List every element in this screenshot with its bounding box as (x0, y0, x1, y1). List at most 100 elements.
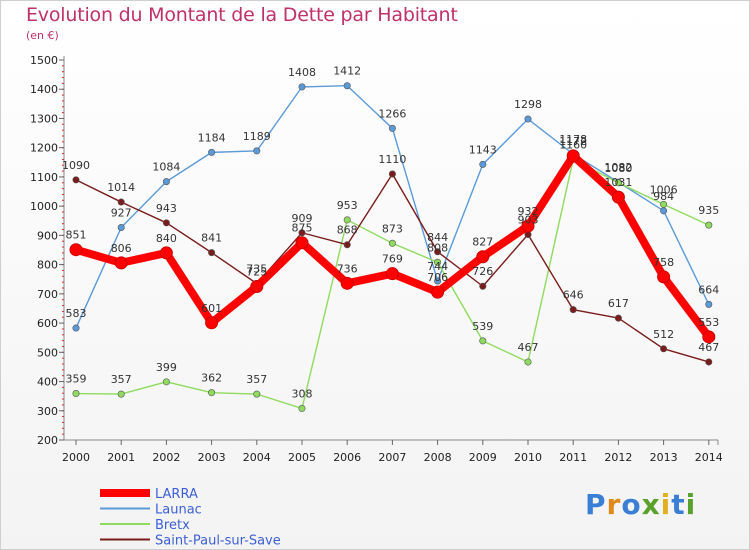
y-tick-label: 1100 (30, 171, 58, 184)
data-label-larra: 601 (201, 302, 222, 315)
data-label-saint-paul-sur-save: 844 (427, 231, 448, 244)
data-point-launac (388, 124, 396, 132)
y-tick-label: 1500 (30, 54, 58, 67)
data-point-larra (295, 236, 309, 250)
data-point-larra (69, 243, 83, 257)
legend-label: Launac (155, 503, 202, 518)
data-label-launac: 744 (427, 260, 448, 273)
data-label-saint-paul-sur-save: 512 (653, 328, 674, 341)
y-tick-label: 300 (37, 405, 58, 418)
data-label-saint-paul-sur-save: 903 (518, 214, 539, 227)
data-point-larra (250, 280, 264, 294)
data-point-launac (343, 82, 351, 90)
data-point-saint-paul-sur-save (117, 198, 125, 206)
data-label-larra: 706 (427, 271, 448, 284)
data-label-saint-paul-sur-save: 735 (246, 263, 267, 276)
x-tick-label: 2010 (514, 451, 542, 464)
y-tick-label: 800 (37, 259, 58, 272)
data-label-bretx: 539 (472, 320, 493, 333)
data-label-launac: 1082 (604, 161, 632, 174)
y-tick-label: 400 (37, 376, 58, 389)
data-label-larra: 1172 (559, 135, 587, 148)
data-label-bretx: 873 (382, 222, 403, 235)
data-label-saint-paul-sur-save: 1014 (107, 181, 135, 194)
data-label-bretx: 359 (66, 373, 87, 386)
data-label-saint-paul-sur-save: 868 (337, 224, 358, 237)
data-label-bretx: 399 (156, 361, 177, 374)
x-tick-label: 2002 (152, 451, 180, 464)
data-label-saint-paul-sur-save: 943 (156, 202, 177, 215)
proxiti-logo: Proxiti (585, 488, 697, 521)
data-point-larra (114, 256, 128, 270)
data-point-larra (566, 149, 580, 163)
y-tick-label: 1300 (30, 112, 58, 125)
data-label-saint-paul-sur-save: 646 (563, 289, 584, 302)
data-point-launac (298, 83, 306, 91)
x-tick-label: 2000 (62, 451, 90, 464)
data-label-larra: 1031 (604, 176, 632, 189)
data-label-launac: 1178 (559, 133, 587, 146)
data-point-saint-paul-sur-save (660, 345, 668, 353)
data-point-saint-paul-sur-save (343, 241, 351, 249)
data-label-saint-paul-sur-save: 617 (608, 297, 629, 310)
data-point-larra (611, 190, 625, 204)
data-label-larra: 932 (518, 205, 539, 218)
data-label-bretx: 467 (518, 341, 539, 354)
data-point-saint-paul-sur-save (208, 249, 216, 257)
data-point-larra (702, 330, 716, 344)
data-label-launac: 1084 (152, 161, 180, 174)
data-point-launac (479, 160, 487, 168)
y-tick-label: 1400 (30, 83, 58, 96)
data-label-larra: 851 (66, 229, 87, 242)
data-point-saint-paul-sur-save (705, 358, 713, 366)
data-point-bretx (614, 179, 622, 187)
data-label-launac: 664 (698, 283, 719, 296)
data-point-bretx (298, 404, 306, 412)
data-point-larra (340, 276, 354, 290)
data-point-bretx (72, 390, 80, 398)
data-label-saint-paul-sur-save: 1090 (62, 159, 90, 172)
data-point-bretx (524, 358, 532, 366)
x-tick-label: 2005 (288, 451, 316, 464)
data-point-launac (117, 223, 125, 231)
data-label-bretx: 1006 (650, 183, 678, 196)
data-point-bretx (343, 216, 351, 224)
data-label-larra: 875 (292, 222, 313, 235)
x-tick-label: 2012 (604, 451, 632, 464)
x-tick-label: 2008 (424, 451, 452, 464)
data-point-launac (72, 324, 80, 332)
y-tick-label: 200 (37, 434, 58, 447)
data-label-bretx: 953 (337, 199, 358, 212)
data-label-larra: 725 (246, 266, 267, 279)
data-label-saint-paul-sur-save: 909 (292, 212, 313, 225)
x-tick-label: 2006 (333, 451, 361, 464)
data-point-larra (385, 267, 399, 281)
data-label-bretx: 808 (427, 241, 448, 254)
data-point-bretx (434, 258, 442, 266)
data-label-larra: 758 (653, 256, 674, 269)
data-point-saint-paul-sur-save (298, 229, 306, 237)
data-point-saint-paul-sur-save (614, 314, 622, 322)
data-point-larra (205, 316, 219, 330)
legend-label: Saint-Paul-sur-Save (155, 534, 281, 549)
chart-subtitle: (en €) (26, 29, 59, 42)
data-label-bretx: 1160 (559, 138, 587, 151)
y-tick-label: 900 (37, 229, 58, 242)
data-label-bretx: 1080 (604, 162, 632, 175)
data-point-launac (253, 147, 261, 155)
data-point-saint-paul-sur-save (72, 176, 80, 184)
data-point-bretx (162, 378, 170, 386)
data-label-larra: 769 (382, 253, 403, 266)
x-tick-label: 2001 (107, 451, 135, 464)
y-tick-label: 700 (37, 288, 58, 301)
data-point-saint-paul-sur-save (162, 219, 170, 227)
data-label-larra: 806 (111, 242, 132, 255)
data-label-launac: 1412 (333, 65, 361, 78)
x-tick-label: 2004 (243, 451, 271, 464)
data-point-launac (705, 300, 713, 308)
data-label-bretx: 357 (246, 373, 267, 386)
x-tick-label: 2014 (695, 451, 723, 464)
legend-label: LARRA (155, 487, 198, 502)
data-point-saint-paul-sur-save (434, 248, 442, 256)
